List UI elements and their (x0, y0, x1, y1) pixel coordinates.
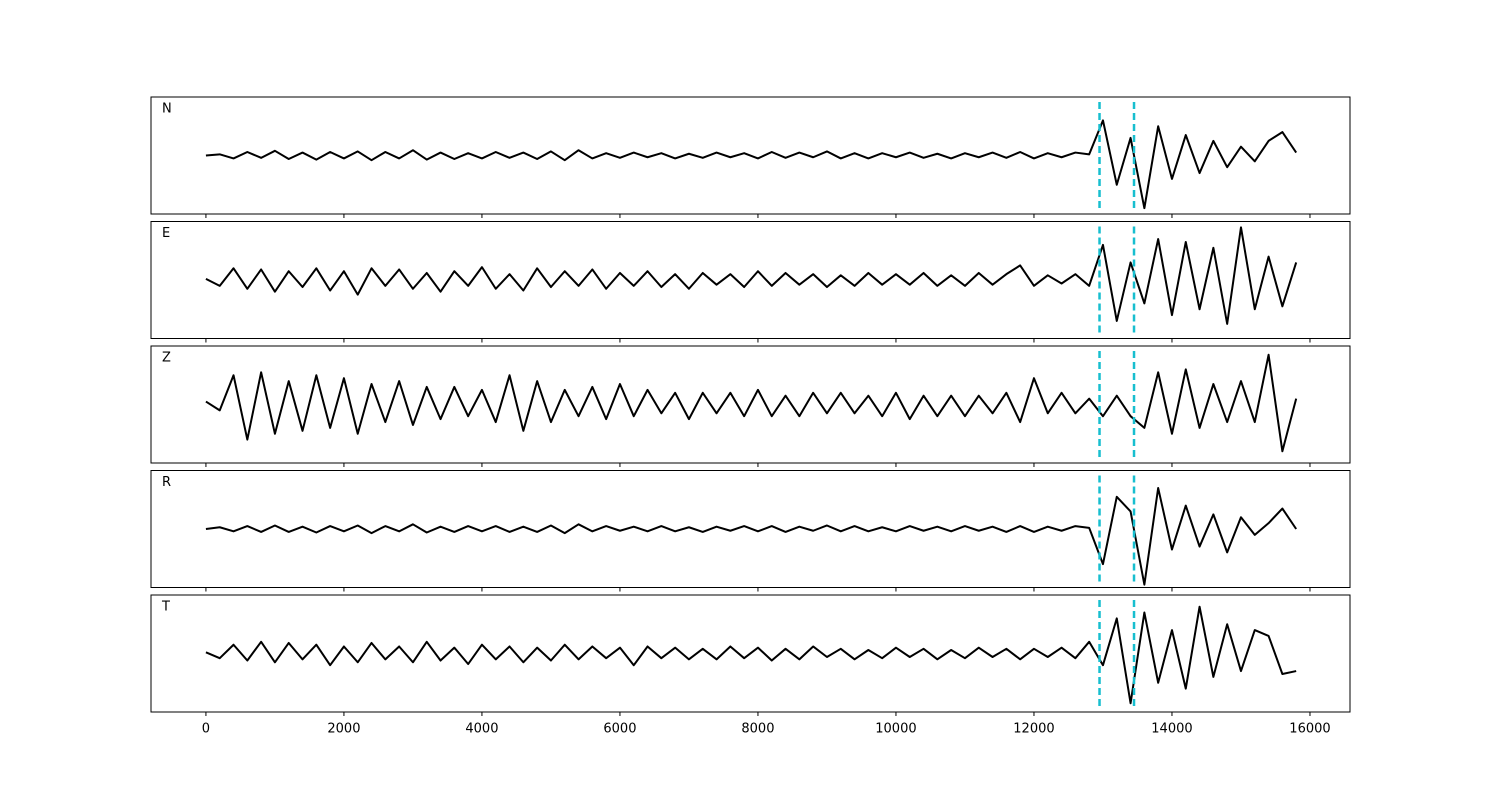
panel-label: R (162, 475, 171, 490)
x-tick-label: 10000 (875, 722, 916, 737)
trace (205, 226, 1298, 325)
panel-label: Z (162, 351, 171, 366)
trace (205, 119, 1298, 210)
panel-frame (150, 470, 1351, 588)
panel-label: N (162, 102, 172, 117)
panel-label: E (162, 226, 170, 241)
panel-frame (150, 594, 1351, 713)
x-tick-label: 0 (202, 722, 210, 737)
trace (205, 487, 1298, 586)
x-tick-label: 12000 (1013, 722, 1054, 737)
panel-frame (150, 221, 1351, 339)
panel-frame (150, 96, 1351, 215)
x-tick-label: 4000 (465, 722, 498, 737)
trace (205, 605, 1297, 705)
panel-label: T (161, 600, 170, 615)
x-tick-label: 14000 (1151, 722, 1192, 737)
x-tick-label: 6000 (603, 722, 636, 737)
panel-frame (150, 345, 1351, 464)
x-tick-label: 16000 (1289, 722, 1330, 737)
x-tick-label: 2000 (327, 722, 360, 737)
x-tick-label: 8000 (741, 722, 774, 737)
trace (205, 353, 1298, 453)
